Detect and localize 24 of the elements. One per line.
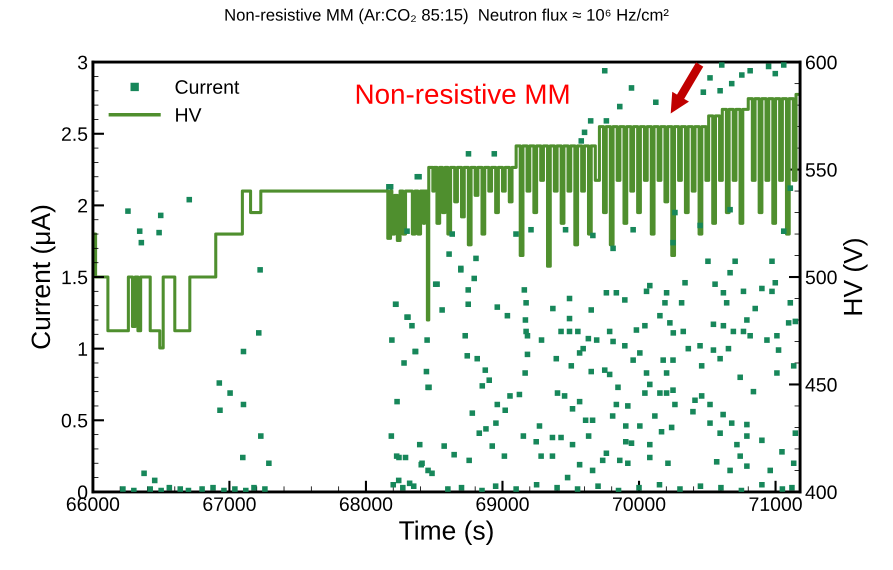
legend-label: HV	[176, 108, 202, 122]
y-tick-label: 2	[78, 198, 88, 212]
y2-tick-label: 500	[806, 270, 837, 284]
x-tick-label: 69000	[476, 497, 529, 512]
y2-tick-label: 400	[805, 485, 837, 500]
x-tick-label: 67000	[203, 497, 256, 512]
x-tick-label: 68000	[340, 497, 392, 512]
y-tick-label: 1	[78, 342, 88, 356]
y-tick-label: 1.5	[62, 270, 88, 284]
y-tick-label: 0.5	[62, 414, 88, 428]
y-axis-title: Current (μA)	[30, 206, 56, 349]
x-tick-label: 66000	[66, 497, 120, 512]
chart-title: Non-resistive MM (Ar:CO₂ 85:15) Neutron flux ≈ 10⁶ Hz/cm²	[225, 8, 669, 24]
y2-tick-label: 550	[806, 163, 837, 177]
y2-axis-title: HV (V)	[842, 239, 868, 314]
x-tick-label: 71000	[750, 497, 802, 512]
x-axis-title: Time (s)	[399, 520, 493, 546]
y-tick-label: 3	[78, 56, 88, 70]
legend-label: Current	[176, 80, 240, 94]
x-tick-label: 70000	[612, 497, 666, 512]
annotation: Non-resistive MM	[356, 84, 568, 104]
y-tick-label: 2.5	[62, 127, 88, 141]
y2-tick-label: 600	[806, 56, 837, 70]
y2-tick-label: 450	[805, 378, 837, 392]
